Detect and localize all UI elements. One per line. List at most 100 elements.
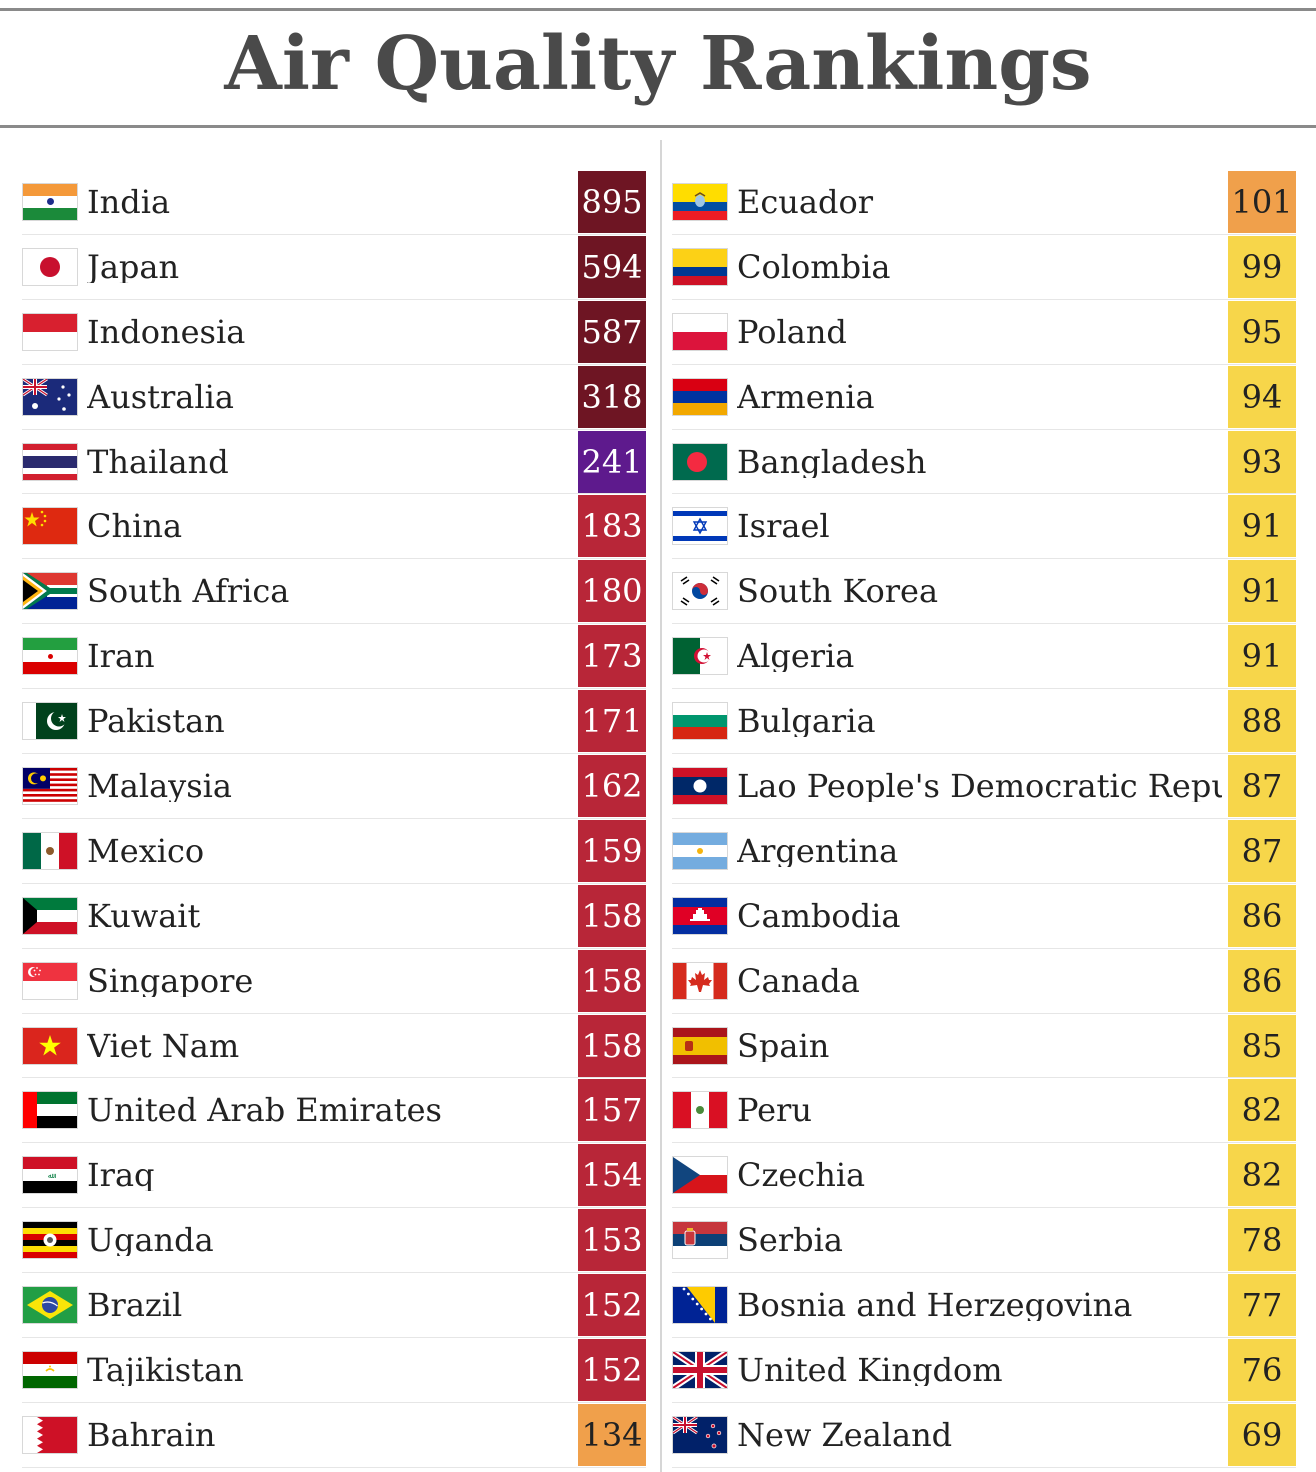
aqi-value-badge: 180 <box>578 560 646 623</box>
ranking-row-singapore[interactable]: Singapore 158 <box>22 949 646 1014</box>
country-name: South Korea <box>737 575 939 608</box>
aqi-value-badge: 77 <box>1228 1274 1296 1337</box>
ranking-row-serbia[interactable]: Serbia 78 <box>672 1208 1296 1274</box>
country-name: Iran <box>87 640 155 673</box>
country-name: Bangladesh <box>737 445 927 478</box>
ranking-list-left: India 895 Japan 594 Indonesia 587 Australia 318… <box>22 170 646 1468</box>
ranking-row-mexico[interactable]: Mexico 159 <box>22 819 646 884</box>
country-name: Indonesia <box>87 315 246 348</box>
ranking-row-colombia[interactable]: Colombia 99 <box>672 235 1296 300</box>
aqi-value-badge: 152 <box>578 1338 646 1401</box>
aqi-value-badge: 82 <box>1228 1144 1296 1207</box>
ranking-row-bosnia-and-herzegovina[interactable]: Bosnia and Herzegovina 77 <box>672 1273 1296 1339</box>
ranking-row-ecuador[interactable]: Ecuador 101 <box>672 170 1296 235</box>
aqi-value-badge: 895 <box>578 170 646 233</box>
ranking-row-south-africa[interactable]: South Africa 180 <box>22 559 646 625</box>
ranking-row-bulgaria[interactable]: Bulgaria 88 <box>672 689 1296 755</box>
aqi-value-badge: 241 <box>578 430 646 493</box>
ranking-row-bangladesh[interactable]: Bangladesh 93 <box>672 430 1296 495</box>
aqi-value-badge: 318 <box>578 365 646 428</box>
aqi-value-badge: 173 <box>578 625 646 688</box>
rs-flag-icon <box>673 1222 727 1259</box>
country-name: Bulgaria <box>737 705 876 738</box>
country-name: Brazil <box>87 1289 183 1322</box>
aqi-value-badge: 134 <box>578 1403 646 1466</box>
country-name: Cambodia <box>737 899 901 932</box>
ranking-row-malaysia[interactable]: Malaysia 162 <box>22 754 646 819</box>
ranking-row-armenia[interactable]: Armenia 94 <box>672 365 1296 430</box>
ranking-row-india[interactable]: India 895 <box>22 170 646 235</box>
th-flag-icon <box>23 443 77 480</box>
ranking-row-canada[interactable]: Canada 86 <box>672 949 1296 1014</box>
aqi-value-badge: 91 <box>1228 560 1296 623</box>
aqi-value-badge: 86 <box>1228 949 1296 1012</box>
ranking-row-spain[interactable]: Spain 85 <box>672 1014 1296 1079</box>
aqi-value-badge: 88 <box>1228 690 1296 753</box>
aqi-value-badge: 159 <box>578 819 646 882</box>
ranking-row-viet-nam[interactable]: Viet Nam 158 <box>22 1014 646 1079</box>
ranking-row-kuwait[interactable]: Kuwait 158 <box>22 884 646 949</box>
aqi-value-badge: 99 <box>1228 235 1296 298</box>
ae-flag-icon <box>23 1092 77 1129</box>
kw-flag-icon <box>23 897 77 934</box>
ranking-row-lao-people-s-democratic-repub[interactable]: Lao People's Democratic Repub 87 <box>672 754 1296 819</box>
ranking-row-algeria[interactable]: Algeria 91 <box>672 624 1296 690</box>
country-name: Armenia <box>737 380 875 413</box>
country-name: Serbia <box>737 1224 843 1257</box>
aqi-value-badge: 93 <box>1228 430 1296 493</box>
ranking-row-czechia[interactable]: Czechia 82 <box>672 1143 1296 1209</box>
ranking-row-iraq[interactable]: ﷲ Iraq 154 <box>22 1143 646 1209</box>
country-name: United Arab Emirates <box>87 1094 442 1127</box>
ranking-row-australia[interactable]: Australia 318 <box>22 365 646 430</box>
country-name: Argentina <box>737 834 899 867</box>
ec-flag-icon <box>673 183 727 220</box>
ranking-row-brazil[interactable]: Brazil 152 <box>22 1273 646 1339</box>
ranking-row-peru[interactable]: Peru 82 <box>672 1078 1296 1144</box>
ranking-row-iran[interactable]: Iran 173 <box>22 624 646 690</box>
ranking-row-poland[interactable]: Poland 95 <box>672 300 1296 365</box>
ranking-row-japan[interactable]: Japan 594 <box>22 235 646 300</box>
ranking-row-united-kingdom[interactable]: United Kingdom 76 <box>672 1338 1296 1403</box>
bh-flag-icon <box>23 1416 77 1453</box>
pk-flag-icon <box>23 703 77 740</box>
ranking-row-united-arab-emirates[interactable]: United Arab Emirates 157 <box>22 1078 646 1144</box>
tj-flag-icon <box>23 1351 77 1388</box>
ranking-row-cambodia[interactable]: Cambodia 86 <box>672 884 1296 949</box>
country-name: Australia <box>87 380 234 413</box>
ranking-row-pakistan[interactable]: Pakistan 171 <box>22 689 646 755</box>
ranking-list-right: Ecuador 101 Colombia 99 Poland 95 Armenia 94 Ban… <box>672 170 1296 1468</box>
za-flag-icon <box>23 573 77 610</box>
ranking-row-bahrain[interactable]: Bahrain 134 <box>22 1403 646 1468</box>
aqi-value-badge: 171 <box>578 690 646 753</box>
pe-flag-icon <box>673 1092 727 1129</box>
es-flag-icon <box>673 1027 727 1064</box>
ranking-row-uganda[interactable]: Uganda 153 <box>22 1208 646 1274</box>
country-name: Japan <box>87 250 180 283</box>
aqi-value-badge: 87 <box>1228 819 1296 882</box>
country-name: Spain <box>737 1029 830 1062</box>
ranking-row-argentina[interactable]: Argentina 87 <box>672 819 1296 884</box>
my-flag-icon <box>23 767 77 804</box>
aqi-value-badge: 157 <box>578 1079 646 1142</box>
country-name: Colombia <box>737 250 891 283</box>
ranking-row-indonesia[interactable]: Indonesia 587 <box>22 300 646 365</box>
country-name: Singapore <box>87 964 254 997</box>
aqi-value-badge: 158 <box>578 884 646 947</box>
ranking-row-china[interactable]: China 183 <box>22 494 646 560</box>
ranking-row-thailand[interactable]: Thailand 241 <box>22 430 646 495</box>
ranking-row-new-zealand[interactable]: New Zealand 69 <box>672 1403 1296 1468</box>
country-name: Lao People's Democratic Repub <box>737 769 1222 802</box>
ranking-row-israel[interactable]: Israel 91 <box>672 494 1296 560</box>
ranking-row-south-korea[interactable]: South Korea 91 <box>672 559 1296 625</box>
country-name: India <box>87 185 171 218</box>
bg-flag-icon <box>673 703 727 740</box>
ranking-row-tajikistan[interactable]: Tajikistan 152 <box>22 1338 646 1403</box>
country-name: Algeria <box>737 640 855 673</box>
country-name: United Kingdom <box>737 1353 1003 1386</box>
aqi-value-badge: 101 <box>1228 170 1296 233</box>
country-name: Bahrain <box>87 1418 216 1451</box>
cn-flag-icon <box>23 508 77 545</box>
country-name: Thailand <box>87 445 229 478</box>
country-name: Malaysia <box>87 769 232 802</box>
ir-flag-icon <box>23 638 77 675</box>
